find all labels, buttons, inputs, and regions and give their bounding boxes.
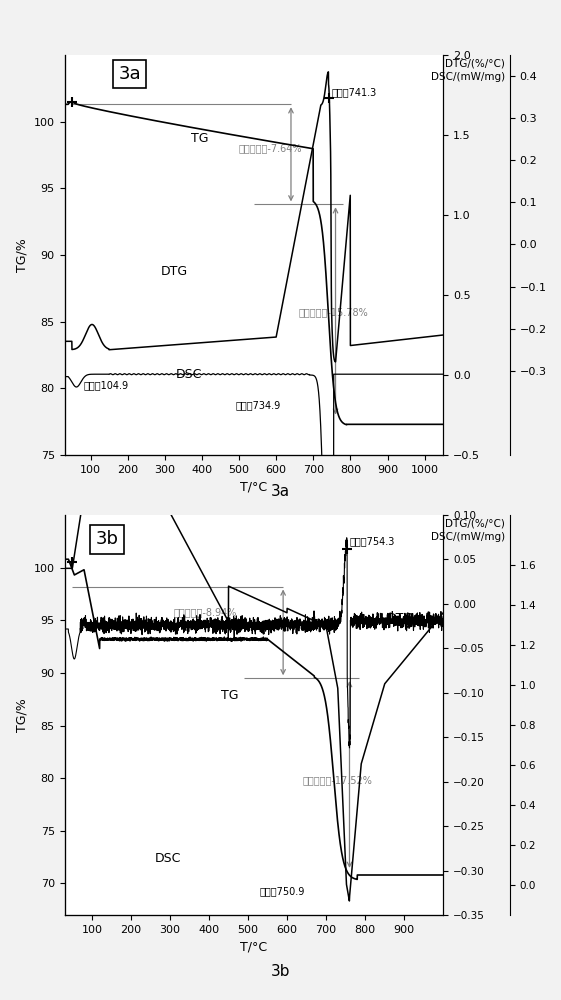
Text: DTG: DTG: [387, 612, 413, 625]
Text: DSC/(mW/mg): DSC/(mW/mg): [431, 532, 505, 542]
Text: 3a: 3a: [118, 65, 141, 83]
Y-axis label: TG/%: TG/%: [15, 698, 28, 732]
Text: TG: TG: [191, 132, 208, 145]
Text: DTG/(%/°C): DTG/(%/°C): [445, 58, 505, 68]
X-axis label: T/°C: T/°C: [240, 480, 268, 493]
Text: DSC/(mW/mg): DSC/(mW/mg): [431, 72, 505, 82]
Text: 峰値：734.9: 峰値：734.9: [235, 400, 280, 410]
Text: DTG/(%/°C): DTG/(%/°C): [445, 518, 505, 528]
Text: 峰値：754.3: 峰値：754.3: [350, 536, 395, 546]
Text: 质量变化：-7.64%: 质量变化：-7.64%: [239, 143, 302, 153]
Text: 质量变化：-17.52%: 质量变化：-17.52%: [302, 775, 373, 785]
Text: 3a: 3a: [271, 485, 290, 499]
Y-axis label: TG/%: TG/%: [15, 238, 28, 272]
Text: 峰値：750.9: 峰値：750.9: [260, 886, 305, 896]
Text: 3b: 3b: [96, 530, 119, 548]
Text: DSC: DSC: [176, 368, 203, 381]
Text: DTG: DTG: [161, 265, 188, 278]
Text: TG: TG: [220, 689, 238, 702]
X-axis label: T/°C: T/°C: [240, 940, 268, 953]
Text: 质量变化：-15.78%: 质量变化：-15.78%: [298, 307, 368, 317]
Text: 峰値：741.3: 峰値：741.3: [331, 87, 376, 97]
Text: DSC: DSC: [154, 852, 181, 865]
Text: 3b: 3b: [271, 964, 290, 980]
Text: 峰値：104.9: 峰値：104.9: [83, 380, 128, 390]
Text: 质量变化：-8.94%: 质量变化：-8.94%: [174, 607, 237, 617]
